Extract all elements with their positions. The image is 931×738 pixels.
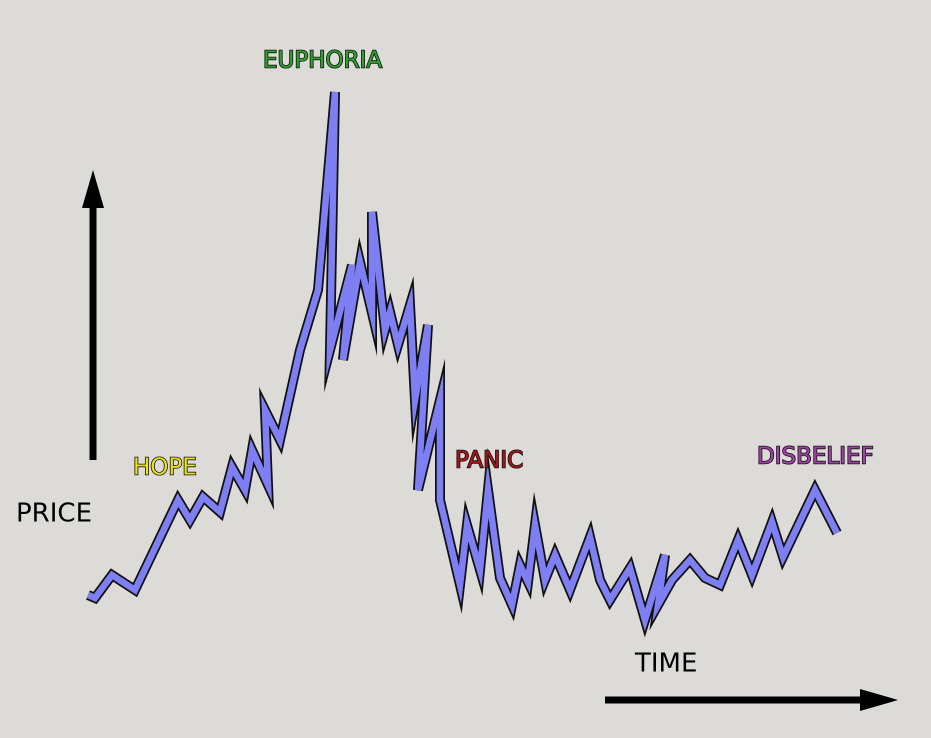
phase-label: HOPE (133, 455, 197, 481)
phase-label: DISBELIEF (757, 444, 874, 470)
phase-label: EUPHORIA (263, 48, 382, 74)
price-arrow-head (82, 170, 104, 208)
phase-label: PANIC (455, 448, 523, 474)
price-line (86, 91, 842, 638)
time-arrow-head (860, 689, 898, 711)
y-axis-label: PRICE (16, 499, 92, 529)
price-line-fill (86, 91, 840, 632)
x-axis-label: TIME (634, 649, 697, 679)
